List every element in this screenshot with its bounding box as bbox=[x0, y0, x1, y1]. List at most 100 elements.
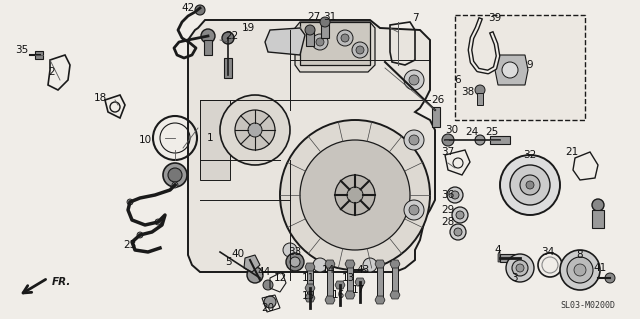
Circle shape bbox=[409, 75, 419, 85]
Text: 37: 37 bbox=[442, 147, 454, 157]
Text: FR.: FR. bbox=[52, 277, 72, 287]
Circle shape bbox=[454, 228, 462, 236]
Bar bbox=[490, 136, 510, 144]
Circle shape bbox=[447, 187, 463, 203]
Bar bbox=[35, 51, 43, 59]
Circle shape bbox=[335, 175, 375, 215]
Text: 32: 32 bbox=[524, 150, 536, 160]
Text: 20: 20 bbox=[261, 303, 275, 313]
Text: 15: 15 bbox=[301, 291, 315, 301]
Text: 12: 12 bbox=[273, 273, 287, 283]
Bar bbox=[306, 28, 314, 46]
Polygon shape bbox=[390, 291, 400, 299]
Text: 31: 31 bbox=[323, 12, 337, 22]
Circle shape bbox=[506, 254, 534, 282]
Bar bbox=[204, 40, 212, 55]
Circle shape bbox=[312, 34, 328, 50]
Text: 40: 40 bbox=[232, 249, 244, 259]
Text: 26: 26 bbox=[431, 95, 445, 105]
Circle shape bbox=[247, 267, 263, 283]
Text: 17: 17 bbox=[351, 285, 365, 295]
Polygon shape bbox=[305, 294, 315, 302]
Circle shape bbox=[363, 258, 377, 272]
Circle shape bbox=[300, 140, 410, 250]
Circle shape bbox=[195, 5, 205, 15]
Text: 8: 8 bbox=[577, 250, 583, 260]
Polygon shape bbox=[265, 28, 305, 55]
Text: 36: 36 bbox=[442, 190, 454, 200]
Polygon shape bbox=[188, 20, 435, 272]
Polygon shape bbox=[375, 296, 385, 304]
Text: 11: 11 bbox=[301, 273, 315, 283]
Polygon shape bbox=[200, 100, 230, 180]
Polygon shape bbox=[244, 255, 260, 272]
Polygon shape bbox=[295, 22, 375, 72]
Circle shape bbox=[404, 200, 424, 220]
Bar bbox=[500, 254, 520, 262]
Circle shape bbox=[248, 123, 262, 137]
Circle shape bbox=[605, 273, 615, 283]
Text: 18: 18 bbox=[93, 93, 107, 103]
Circle shape bbox=[137, 232, 143, 238]
Text: 30: 30 bbox=[445, 125, 459, 135]
Circle shape bbox=[498, 56, 522, 80]
Polygon shape bbox=[335, 281, 345, 289]
Circle shape bbox=[567, 257, 593, 283]
Bar bbox=[432, 107, 440, 127]
Circle shape bbox=[592, 199, 604, 211]
Text: 5: 5 bbox=[225, 257, 231, 267]
Circle shape bbox=[451, 191, 459, 199]
Text: 4: 4 bbox=[495, 245, 501, 255]
Bar bbox=[477, 93, 483, 105]
Circle shape bbox=[475, 135, 485, 145]
Circle shape bbox=[283, 243, 297, 257]
Circle shape bbox=[155, 219, 161, 225]
Circle shape bbox=[574, 264, 586, 276]
Bar bbox=[327, 265, 333, 300]
Circle shape bbox=[347, 187, 363, 203]
Circle shape bbox=[512, 260, 528, 276]
Circle shape bbox=[500, 155, 560, 215]
Text: 23: 23 bbox=[124, 240, 136, 250]
Circle shape bbox=[456, 211, 464, 219]
Circle shape bbox=[352, 42, 368, 58]
Polygon shape bbox=[325, 296, 335, 304]
Circle shape bbox=[168, 168, 182, 182]
Circle shape bbox=[526, 181, 534, 189]
Circle shape bbox=[316, 38, 324, 46]
Text: 1: 1 bbox=[207, 133, 213, 143]
Text: 39: 39 bbox=[488, 13, 502, 23]
Polygon shape bbox=[495, 55, 528, 85]
Text: 28: 28 bbox=[442, 217, 454, 227]
Text: 14: 14 bbox=[321, 265, 335, 275]
Text: 13: 13 bbox=[341, 273, 355, 283]
Circle shape bbox=[409, 135, 419, 145]
Circle shape bbox=[475, 85, 485, 95]
Circle shape bbox=[222, 32, 234, 44]
Text: 43: 43 bbox=[356, 265, 370, 275]
Circle shape bbox=[520, 175, 540, 195]
Text: 42: 42 bbox=[181, 3, 195, 13]
Polygon shape bbox=[345, 291, 355, 299]
Circle shape bbox=[504, 62, 516, 74]
Circle shape bbox=[220, 95, 290, 165]
Bar bbox=[592, 210, 604, 228]
Bar bbox=[392, 265, 398, 295]
Circle shape bbox=[263, 280, 273, 290]
Polygon shape bbox=[325, 260, 335, 268]
Text: 38: 38 bbox=[461, 87, 475, 97]
Polygon shape bbox=[375, 260, 385, 268]
Bar bbox=[307, 268, 313, 298]
Text: 35: 35 bbox=[15, 45, 29, 55]
Text: 6: 6 bbox=[454, 75, 461, 85]
Text: 24: 24 bbox=[465, 127, 479, 137]
Text: 44: 44 bbox=[257, 267, 271, 277]
Polygon shape bbox=[305, 263, 315, 271]
Circle shape bbox=[356, 46, 364, 54]
Text: 16: 16 bbox=[332, 290, 344, 300]
Circle shape bbox=[450, 224, 466, 240]
Text: 34: 34 bbox=[541, 247, 555, 257]
Polygon shape bbox=[305, 284, 315, 292]
Circle shape bbox=[201, 29, 215, 43]
Text: 41: 41 bbox=[593, 263, 607, 273]
